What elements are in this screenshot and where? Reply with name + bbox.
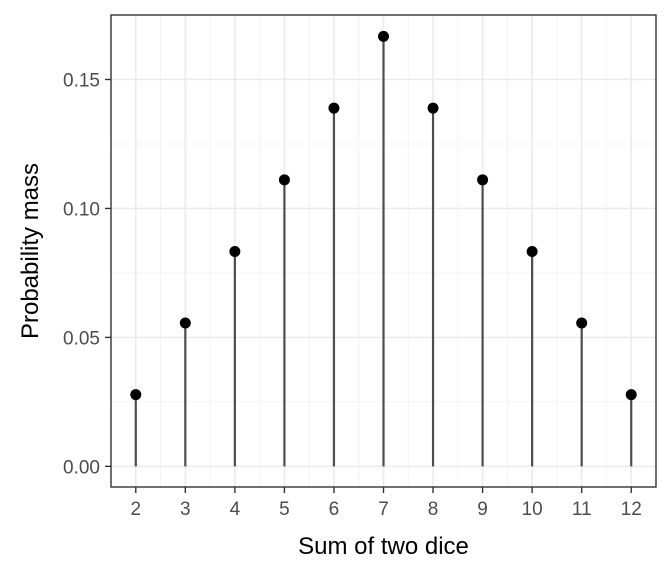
point-9: [477, 174, 489, 186]
x-tick-label: 4: [230, 499, 241, 520]
point-7: [378, 30, 389, 42]
point-6: [328, 102, 340, 114]
y-tick-label: 0.00: [63, 457, 100, 478]
stems: [134, 36, 633, 467]
x-tick-label: 11: [572, 499, 592, 520]
point-8: [427, 102, 439, 114]
y-tick-label: 0.10: [63, 199, 100, 220]
x-tick-label: 2: [130, 499, 141, 520]
x-tick-label: 9: [477, 499, 488, 520]
x-tick-label: 5: [279, 499, 290, 520]
x-tick-label: 12: [621, 499, 642, 520]
x-tick-label: 6: [329, 499, 340, 520]
point-11: [576, 317, 588, 329]
point-3: [179, 317, 191, 329]
x-tick-label: 7: [378, 499, 389, 520]
point-2: [130, 389, 142, 401]
y-axis-ticks: 0.00 0.05 0.10 0.15: [63, 70, 111, 478]
point-4: [229, 246, 241, 258]
x-axis-ticks: 2 3 4 5 6 7 8 9 10 11 12: [130, 487, 642, 520]
x-tick-label: 3: [180, 499, 191, 520]
y-tick-label: 0.05: [63, 328, 100, 349]
x-tick-label: 8: [428, 499, 439, 520]
point-10: [526, 246, 538, 258]
x-axis-title: Sum of two dice: [298, 533, 469, 560]
y-axis-title: Probability mass: [17, 163, 44, 339]
point-12: [625, 389, 637, 401]
points: [130, 30, 637, 401]
x-tick-label: 10: [522, 499, 543, 520]
y-tick-label: 0.15: [63, 70, 100, 91]
point-5: [278, 174, 290, 186]
